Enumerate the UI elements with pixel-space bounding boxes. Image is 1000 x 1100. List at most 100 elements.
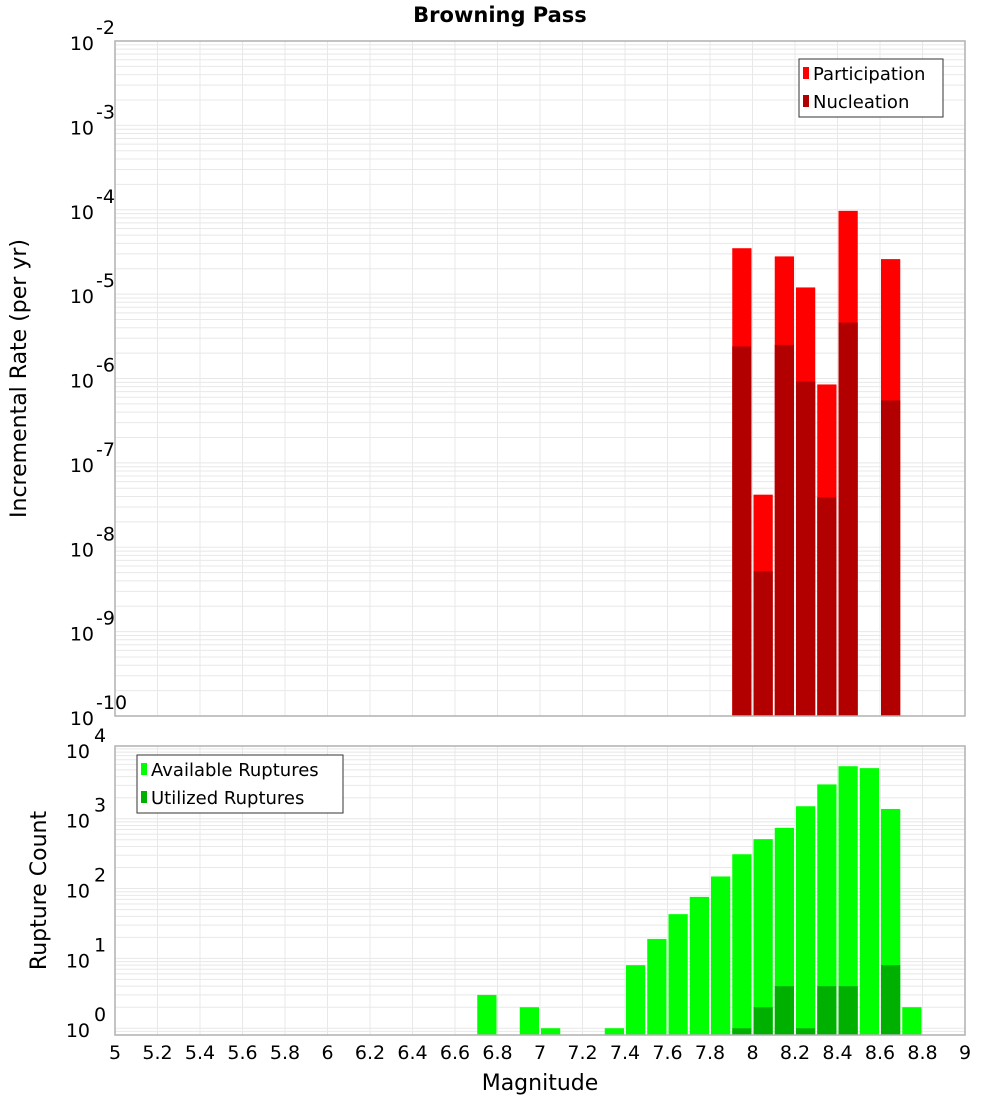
- x-tick-label: 5.6: [227, 1042, 257, 1064]
- y-tick-label: 10: [70, 624, 94, 646]
- y-tick-base: 10: [66, 950, 90, 972]
- bar-nucleation: [881, 400, 901, 716]
- y-tick-exp: -4: [96, 186, 115, 208]
- legend: Available Ruptures Utilized Ruptures: [136, 754, 344, 814]
- x-tick-label: 5.2: [142, 1042, 172, 1064]
- x-tick-label: 5.4: [185, 1042, 215, 1064]
- y-tick-base: 10: [70, 286, 94, 308]
- bar-nucleation: [732, 346, 752, 716]
- y-tick-base: 10: [66, 741, 90, 763]
- x-tick-label: 8.6: [865, 1042, 895, 1064]
- bar-utilized-ruptures: [817, 986, 837, 1035]
- x-tick-label: 6.4: [397, 1042, 427, 1064]
- bar-available-ruptures: [732, 854, 752, 1035]
- y-tick-exp: -9: [96, 608, 115, 630]
- legend-label: Participation: [813, 64, 925, 85]
- y-tick-exp: 0: [94, 1004, 106, 1026]
- legend-swatch: [141, 791, 147, 803]
- x-tick-label: 8: [746, 1042, 758, 1064]
- x-axis-label: Magnitude: [482, 1071, 599, 1096]
- x-tick-label: 8.4: [822, 1042, 852, 1064]
- legend-swatch: [803, 95, 809, 107]
- y-tick-base: 10: [70, 371, 94, 393]
- y-tick-exp: -10: [96, 692, 127, 714]
- x-tick-label: 7.2: [567, 1042, 597, 1064]
- x-tick-label: 6: [321, 1042, 333, 1064]
- y-tick-base: 10: [66, 811, 90, 833]
- bar-utilized-ruptures: [774, 986, 794, 1035]
- x-tick-label: 5.8: [270, 1042, 300, 1064]
- x-tick-label: 5: [109, 1042, 121, 1064]
- bar-utilized-ruptures: [881, 965, 901, 1035]
- legend-label: Utilized Ruptures: [151, 788, 304, 809]
- bar-available-ruptures: [817, 784, 837, 1035]
- bar-available-ruptures: [477, 994, 497, 1035]
- y-tick-label: 10: [70, 286, 94, 308]
- y-tick-label: 10: [66, 950, 90, 972]
- y-tick-base: 10: [70, 202, 94, 224]
- legend-swatch: [141, 763, 147, 775]
- y-tick-label: 10: [70, 455, 94, 477]
- x-tick-label: 6.2: [355, 1042, 385, 1064]
- bar-utilized-ruptures: [838, 986, 858, 1035]
- bar-nucleation: [774, 344, 794, 716]
- bar-available-ruptures: [796, 806, 816, 1035]
- bar-available-ruptures: [902, 1007, 922, 1035]
- legend-box: [798, 58, 944, 118]
- y-tick-label: 10: [70, 539, 94, 561]
- bar-available-ruptures: [519, 1007, 539, 1035]
- x-tick-label: 7.6: [652, 1042, 682, 1064]
- y-tick-exp: -7: [96, 439, 115, 461]
- bar-available-ruptures: [711, 876, 731, 1035]
- bar-nucleation: [817, 497, 837, 716]
- x-tick-label: 7.8: [695, 1042, 725, 1064]
- y-tick-exp: 2: [94, 865, 106, 887]
- legend: Participation Nucleation: [798, 58, 944, 118]
- x-tick-label: 6.6: [440, 1042, 470, 1064]
- bar-available-ruptures: [689, 896, 709, 1035]
- chart-title: Browning Pass: [413, 3, 587, 27]
- y-tick-base: 10: [70, 33, 94, 55]
- y-tick-exp: 4: [94, 725, 106, 747]
- x-tick-label: 8.2: [780, 1042, 810, 1064]
- bar-available-ruptures: [541, 1028, 561, 1035]
- bar-available-ruptures: [838, 766, 858, 1035]
- y-tick-label: 10: [70, 202, 94, 224]
- bar-available-ruptures: [753, 839, 773, 1035]
- y-tick-exp: 3: [94, 795, 106, 817]
- bar-available-ruptures: [604, 1028, 624, 1035]
- y-tick-label: 10: [70, 371, 94, 393]
- bar-available-ruptures: [774, 827, 794, 1035]
- bar-available-ruptures: [647, 938, 667, 1035]
- y-tick-base: 10: [70, 539, 94, 561]
- y-tick-label: 10: [66, 1020, 90, 1042]
- bar-available-ruptures: [668, 914, 688, 1035]
- y-tick-label: 10: [70, 117, 94, 139]
- x-tick-label: 7: [534, 1042, 546, 1064]
- bar-utilized-ruptures: [732, 1028, 752, 1035]
- y-tick-base: 10: [70, 708, 94, 730]
- legend-box: [136, 754, 344, 814]
- y-tick-label: 10: [66, 741, 90, 763]
- y-axis-label: Incremental Rate (per yr): [7, 239, 32, 518]
- y-tick-exp: 1: [94, 934, 106, 956]
- x-tick-label: 9: [959, 1042, 971, 1064]
- x-tick-label: 8.8: [907, 1042, 937, 1064]
- bar-utilized-ruptures: [796, 1028, 816, 1035]
- y-tick-base: 10: [70, 117, 94, 139]
- y-tick-exp: -6: [96, 355, 115, 377]
- y-tick-exp: -5: [96, 270, 115, 292]
- y-tick-label: 10: [66, 881, 90, 903]
- y-tick-label: 10: [70, 33, 94, 55]
- rate-chart: 10-210-310-410-510-610-710-810-910-10Inc…: [7, 17, 966, 730]
- y-axis-label: Rupture Count: [27, 811, 52, 971]
- bar-nucleation: [796, 381, 816, 716]
- bar-available-ruptures: [626, 965, 646, 1035]
- y-tick-base: 10: [70, 455, 94, 477]
- legend-swatch: [803, 67, 809, 79]
- legend-label: Available Ruptures: [151, 760, 319, 781]
- y-tick-exp: -2: [96, 17, 115, 39]
- plot-frame: [114, 745, 966, 1036]
